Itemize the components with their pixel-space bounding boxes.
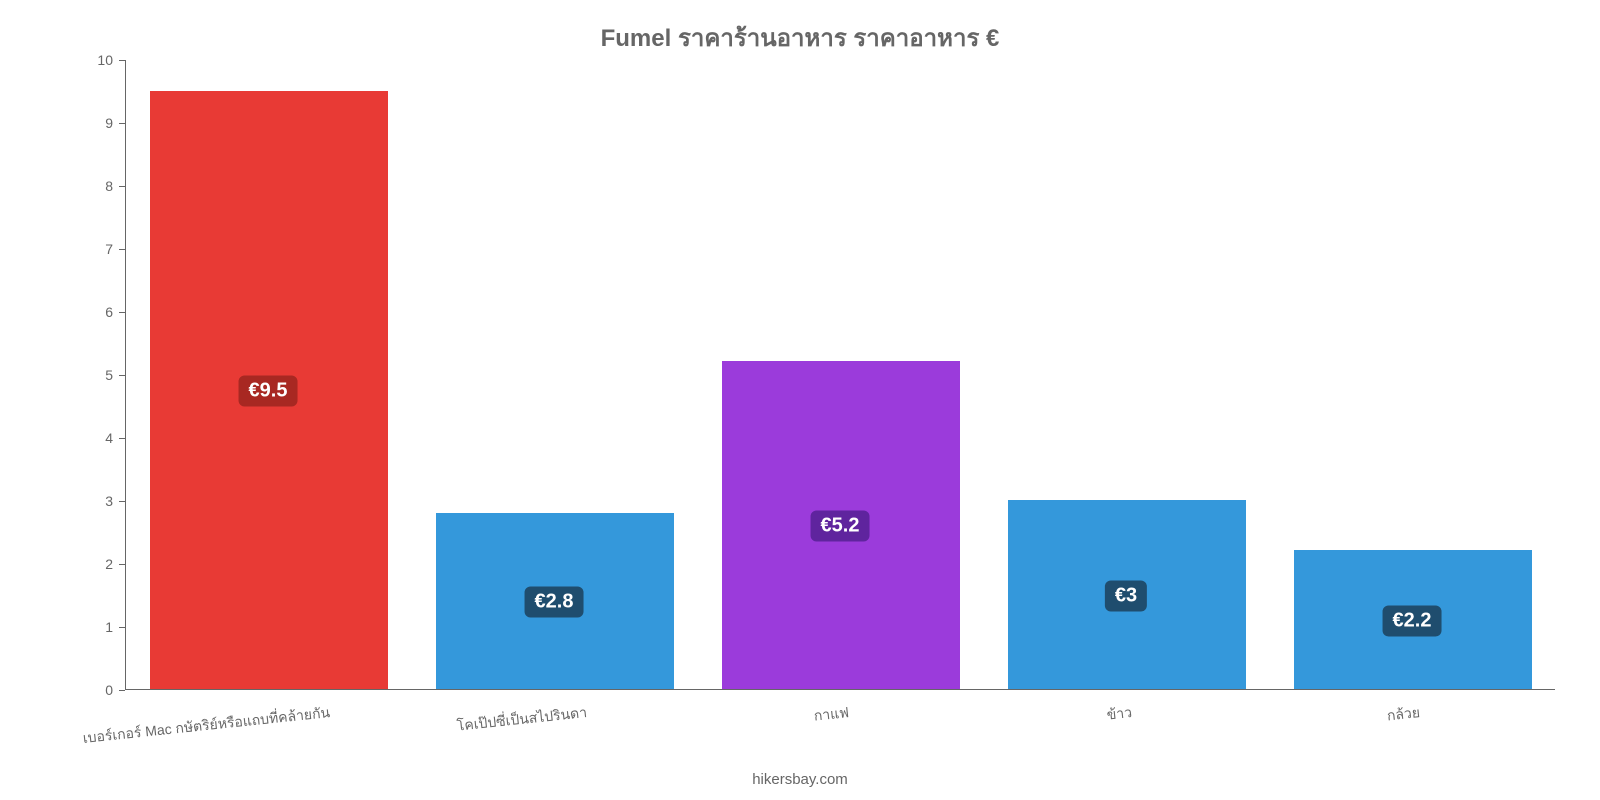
y-tick-label: 8 (0, 178, 113, 194)
value-badge: €9.5 (239, 375, 298, 406)
x-tick-label: โคเป๊ปซี่เป็นสไปรินดา (456, 702, 588, 738)
value-badge: €3 (1105, 580, 1147, 611)
y-tick-mark (119, 123, 125, 124)
y-tick-mark (119, 375, 125, 376)
y-tick-mark (119, 60, 125, 61)
y-tick-mark (119, 249, 125, 250)
y-tick-mark (119, 564, 125, 565)
attribution-text: hikersbay.com (752, 771, 848, 788)
y-tick-label: 1 (0, 619, 113, 635)
x-tick-label: กาแฟ (813, 702, 850, 728)
y-tick-label: 0 (0, 682, 113, 698)
chart-title: Fumel ราคาร้านอาหาร ราคาอาหาร € (0, 18, 1600, 57)
y-tick-label: 4 (0, 430, 113, 446)
value-badge: €2.2 (1383, 605, 1442, 636)
y-tick-mark (119, 690, 125, 691)
plot-area (125, 60, 1555, 690)
y-tick-mark (119, 438, 125, 439)
y-tick-label: 6 (0, 304, 113, 320)
x-tick-label: ข้าว (1106, 702, 1133, 727)
y-tick-label: 5 (0, 367, 113, 383)
y-tick-label: 7 (0, 241, 113, 257)
y-tick-mark (119, 186, 125, 187)
value-badge: €5.2 (811, 511, 870, 542)
y-tick-mark (119, 312, 125, 313)
value-badge: €2.8 (525, 586, 584, 617)
y-tick-mark (119, 501, 125, 502)
y-tick-label: 10 (0, 52, 113, 68)
x-tick-label: เบอร์เกอร์ Mac กษัตริย์หรือแถบที่คล้ายกั… (82, 702, 331, 750)
chart-container: Fumel ราคาร้านอาหาร ราคาอาหาร € hikersba… (0, 0, 1600, 800)
x-tick-label: กล้วย (1386, 702, 1421, 727)
y-tick-label: 2 (0, 556, 113, 572)
y-tick-mark (119, 627, 125, 628)
y-tick-label: 9 (0, 115, 113, 131)
y-tick-label: 3 (0, 493, 113, 509)
